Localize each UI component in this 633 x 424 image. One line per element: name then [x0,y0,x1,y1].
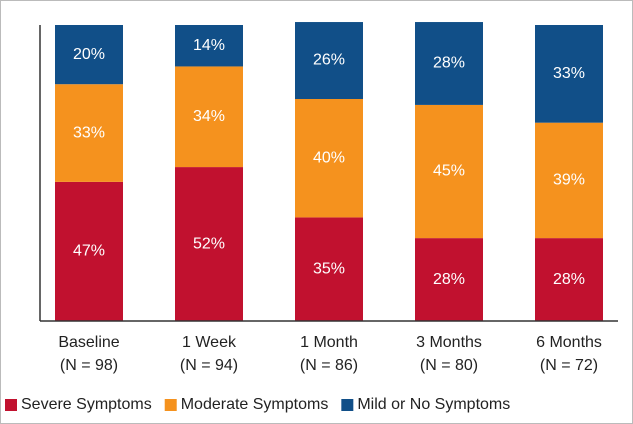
x-tick-sublabel: (N = 72) [540,357,598,374]
bar-segment [295,217,363,321]
bar-segment [175,66,243,168]
value-label: 35% [313,260,345,277]
value-label: 26% [313,52,345,69]
x-tick-label: 6 Months [536,334,602,351]
x-tick-label: 3 Months [416,334,482,351]
value-label: 33% [73,124,105,141]
bar-segment [55,25,123,85]
bar-segment [415,238,483,321]
value-label: 34% [193,108,225,125]
bar-segment [415,104,483,239]
legend-label: Severe Symptoms [21,396,152,413]
bar-segment [535,122,603,239]
bar-segment [175,25,243,67]
bar-segment [535,25,603,123]
value-label: 52% [193,235,225,252]
value-label: 47% [73,243,105,260]
bar-segment [295,99,363,218]
bar-segment [175,167,243,321]
legend-label: Moderate Symptoms [181,396,329,413]
x-tick-sublabel: (N = 98) [60,357,118,374]
bar-segment [415,22,483,105]
x-tick-label: 1 Week [182,334,237,351]
x-tick-label: 1 Month [300,334,358,351]
value-label: 45% [433,163,465,180]
x-tick-label: Baseline [58,334,119,351]
legend-swatch [5,399,17,411]
legend-swatch [341,399,354,411]
value-label: 39% [553,172,585,189]
value-label: 14% [193,37,225,54]
value-label: 28% [433,271,465,288]
legend-label: Mild or No Symptoms [357,396,510,413]
bar-segment [295,22,363,99]
legend-swatch [164,399,177,411]
bar-segment [55,84,123,182]
value-label: 20% [73,46,105,63]
x-tick-sublabel: (N = 94) [180,357,238,374]
bar-segment [535,238,603,321]
value-label: 28% [553,271,585,288]
x-tick-sublabel: (N = 86) [300,357,358,374]
value-label: 28% [433,55,465,72]
x-tick-sublabel: (N = 80) [420,357,478,374]
bar-segment [55,181,123,321]
value-label: 40% [313,149,345,166]
value-label: 33% [553,65,585,82]
